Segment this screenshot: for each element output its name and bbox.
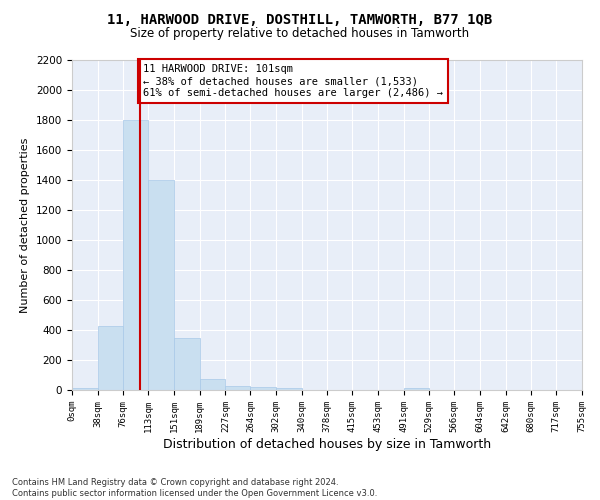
- Bar: [98, 326, 124, 390]
- Bar: [200, 379, 226, 390]
- X-axis label: Distribution of detached houses by size in Tamworth: Distribution of detached houses by size …: [163, 438, 491, 450]
- Bar: [226, 386, 250, 390]
- Bar: [124, 120, 148, 390]
- Text: 11 HARWOOD DRIVE: 101sqm
← 38% of detached houses are smaller (1,533)
61% of sem: 11 HARWOOD DRIVE: 101sqm ← 38% of detach…: [143, 64, 443, 98]
- Bar: [276, 388, 302, 390]
- Text: Size of property relative to detached houses in Tamworth: Size of property relative to detached ho…: [130, 28, 470, 40]
- Bar: [404, 388, 430, 390]
- Text: 11, HARWOOD DRIVE, DOSTHILL, TAMWORTH, B77 1QB: 11, HARWOOD DRIVE, DOSTHILL, TAMWORTH, B…: [107, 12, 493, 26]
- Bar: [174, 338, 200, 390]
- Bar: [72, 388, 98, 390]
- Y-axis label: Number of detached properties: Number of detached properties: [20, 138, 31, 312]
- Text: Contains HM Land Registry data © Crown copyright and database right 2024.
Contai: Contains HM Land Registry data © Crown c…: [12, 478, 377, 498]
- Bar: [148, 180, 174, 390]
- Bar: [250, 387, 276, 390]
